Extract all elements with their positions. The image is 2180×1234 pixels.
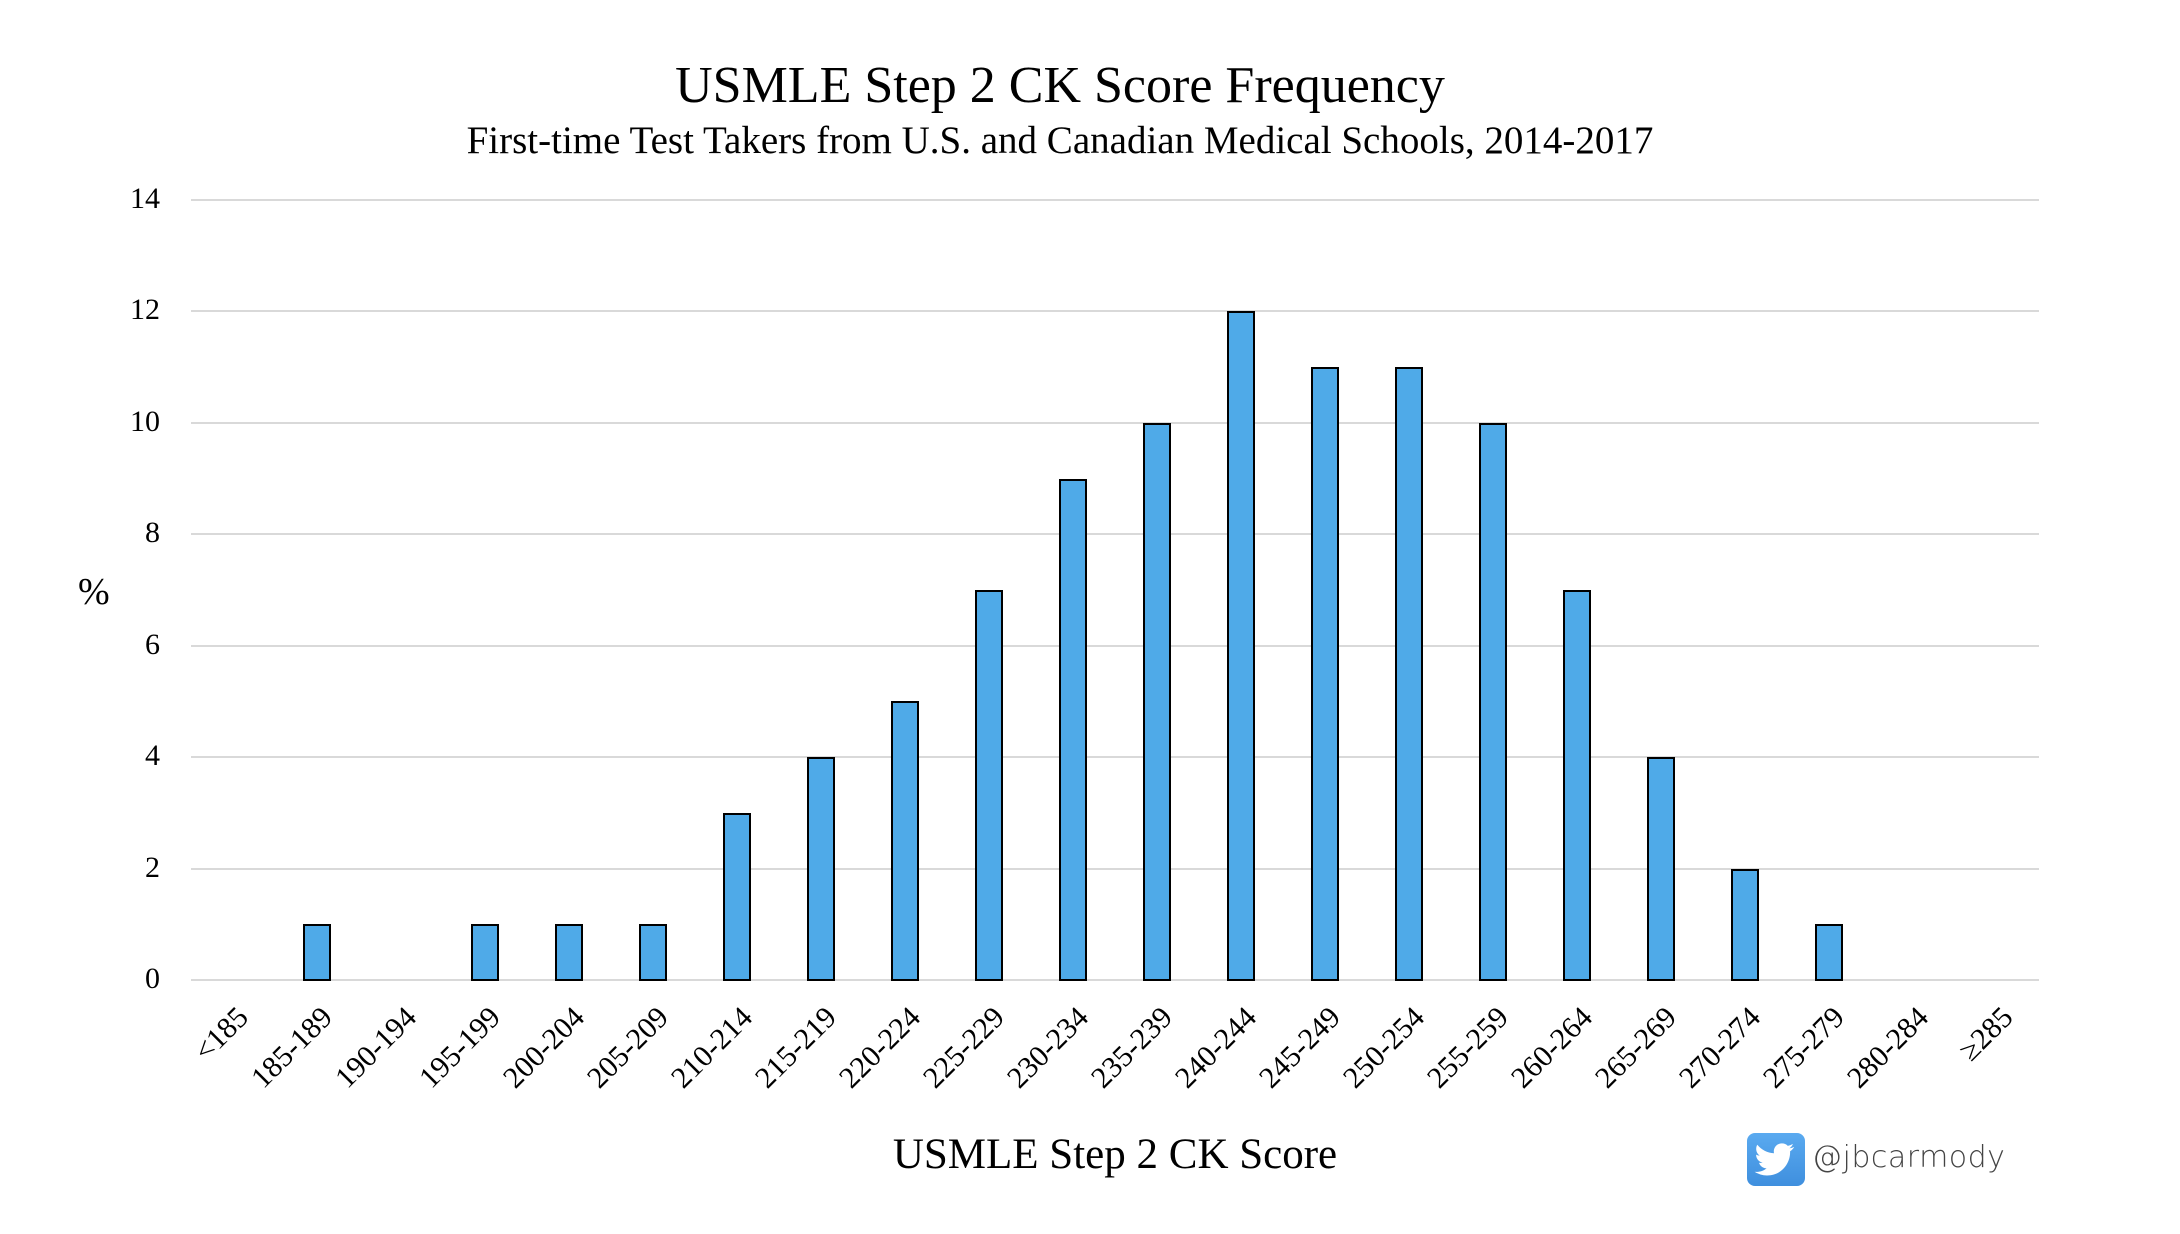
- x-tick-label: 215-219: [748, 1000, 843, 1095]
- chart-title: USMLE Step 2 CK Score Frequency: [675, 57, 1445, 114]
- x-tick-label: 230-234: [1000, 1000, 1095, 1095]
- bar: [891, 701, 919, 981]
- bar: [1395, 367, 1423, 981]
- y-tick-label: 4: [145, 739, 160, 773]
- bar: [639, 924, 667, 981]
- bar: [555, 924, 583, 981]
- y-tick-label: 0: [145, 962, 160, 995]
- x-axis-label: USMLE Step 2 CK Score: [892, 1131, 1338, 1178]
- gridline: [191, 310, 2039, 313]
- y-tick-label: 8: [145, 516, 160, 550]
- x-tick-label: 270-274: [1672, 1000, 1767, 1095]
- x-tick-label: 255-259: [1420, 1000, 1515, 1095]
- x-tick-label: 225-229: [916, 1000, 1011, 1095]
- x-tick-label: 235-239: [1084, 1000, 1179, 1095]
- bar: [975, 590, 1003, 981]
- twitter-bird-icon: [1747, 1133, 1805, 1186]
- chart-subtitle: First-time Test Takers from U.S. and Can…: [466, 119, 1654, 162]
- y-axis-label: %: [78, 571, 110, 613]
- bar: [1059, 478, 1087, 981]
- x-tick-label: <185: [187, 1000, 255, 1068]
- y-tick-label: 10: [130, 404, 160, 438]
- y-tick-label: 2: [145, 850, 160, 884]
- x-tick-label: 185-189: [244, 1000, 339, 1095]
- x-tick-label: 275-279: [1756, 1000, 1851, 1095]
- bar: [471, 924, 499, 981]
- gridline: [191, 533, 2039, 536]
- x-tick-label: 200-204: [496, 1000, 591, 1095]
- gridline: [191, 756, 2039, 759]
- bar: [1815, 924, 1843, 981]
- bar: [1563, 590, 1591, 981]
- x-tick-label: ≥285: [1952, 1000, 2020, 1068]
- bar: [1143, 422, 1171, 981]
- bar: [1731, 868, 1759, 981]
- bar: [1647, 757, 1675, 981]
- bar: [1479, 422, 1507, 981]
- x-tick-label: 250-254: [1336, 1000, 1431, 1095]
- y-tick-label: 6: [145, 627, 160, 661]
- bar: [807, 757, 835, 981]
- gridline: [191, 199, 2039, 201]
- x-tick-label: 210-214: [664, 1000, 759, 1095]
- gridline: [191, 421, 2039, 424]
- x-tick-label: 245-249: [1252, 1000, 1347, 1095]
- bar: [303, 924, 331, 981]
- x-tick-label: 265-269: [1588, 1000, 1683, 1095]
- x-tick-label: 195-199: [412, 1000, 507, 1095]
- gridline: [191, 979, 2039, 981]
- gridline: [191, 867, 2039, 870]
- x-tick-label: 205-209: [580, 1000, 675, 1095]
- x-tick-label: 220-224: [832, 1000, 927, 1095]
- y-tick-label: 12: [130, 293, 160, 327]
- gridline: [191, 644, 2039, 647]
- bar: [1311, 367, 1339, 981]
- y-tick-label: 14: [130, 182, 160, 215]
- twitter-handle: @jbcarmody: [1812, 1140, 2006, 1175]
- x-tick-label: 260-264: [1504, 1000, 1599, 1095]
- x-tick-label: 280-284: [1840, 1000, 1935, 1095]
- x-tick-label: 190-194: [328, 1000, 423, 1095]
- x-tick-label: 240-244: [1168, 1000, 1263, 1095]
- bar: [723, 812, 751, 981]
- bar: [1227, 311, 1255, 981]
